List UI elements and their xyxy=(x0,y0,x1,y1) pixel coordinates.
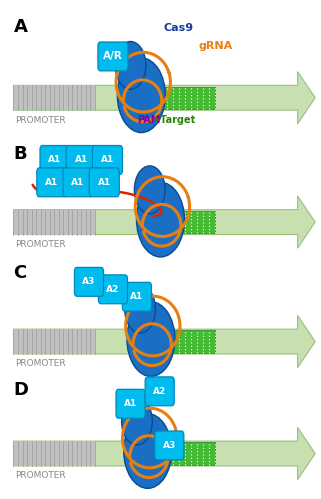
FancyBboxPatch shape xyxy=(74,267,104,296)
Bar xyxy=(139,441,145,466)
Circle shape xyxy=(115,41,146,89)
Text: A2: A2 xyxy=(153,387,166,396)
Text: A3: A3 xyxy=(163,441,176,450)
Text: A2: A2 xyxy=(106,285,120,294)
Text: PROMOTER: PROMOTER xyxy=(15,472,66,481)
FancyBboxPatch shape xyxy=(145,377,174,406)
FancyBboxPatch shape xyxy=(92,146,123,174)
Bar xyxy=(139,329,145,354)
Text: A3: A3 xyxy=(82,277,96,286)
FancyBboxPatch shape xyxy=(63,168,93,197)
Bar xyxy=(143,86,215,109)
Bar xyxy=(13,329,95,354)
Text: A1: A1 xyxy=(98,178,111,187)
Text: A/R: A/R xyxy=(103,51,123,61)
Text: Cas9: Cas9 xyxy=(164,22,194,32)
Bar xyxy=(143,211,215,234)
Text: A1: A1 xyxy=(71,178,85,187)
FancyBboxPatch shape xyxy=(98,42,128,71)
Circle shape xyxy=(127,302,175,376)
Bar xyxy=(143,442,215,465)
FancyBboxPatch shape xyxy=(66,146,96,174)
Text: A1: A1 xyxy=(124,399,137,408)
FancyArrow shape xyxy=(13,428,315,480)
FancyArrow shape xyxy=(13,315,315,368)
Circle shape xyxy=(125,285,155,333)
FancyArrow shape xyxy=(13,196,315,249)
FancyBboxPatch shape xyxy=(116,389,145,418)
Text: PROMOTER: PROMOTER xyxy=(15,116,66,125)
Text: A1: A1 xyxy=(101,155,114,165)
Text: A1: A1 xyxy=(48,155,62,165)
FancyBboxPatch shape xyxy=(122,282,152,311)
Text: PAM: PAM xyxy=(137,115,160,125)
FancyBboxPatch shape xyxy=(37,168,67,197)
Text: PROMOTER: PROMOTER xyxy=(15,240,66,249)
FancyBboxPatch shape xyxy=(99,275,127,304)
Text: D: D xyxy=(13,381,29,399)
Text: A1: A1 xyxy=(45,178,58,187)
Text: C: C xyxy=(13,264,27,282)
Text: A: A xyxy=(13,18,27,36)
Circle shape xyxy=(136,182,185,257)
Bar xyxy=(139,85,145,110)
Bar xyxy=(139,210,145,235)
Text: A1: A1 xyxy=(74,155,88,165)
Circle shape xyxy=(117,58,165,133)
FancyArrow shape xyxy=(13,71,315,124)
Text: B: B xyxy=(13,145,27,163)
Bar xyxy=(13,210,95,235)
Bar xyxy=(143,330,215,353)
Text: gRNA: gRNA xyxy=(199,41,233,51)
Text: A1: A1 xyxy=(130,292,143,301)
Text: +Target: +Target xyxy=(152,115,195,125)
FancyBboxPatch shape xyxy=(155,431,184,460)
FancyBboxPatch shape xyxy=(40,146,70,174)
FancyBboxPatch shape xyxy=(89,168,119,197)
Circle shape xyxy=(122,397,152,445)
Circle shape xyxy=(134,166,165,214)
Bar xyxy=(13,441,95,466)
Text: PROMOTER: PROMOTER xyxy=(15,359,66,368)
Bar xyxy=(13,85,95,110)
Circle shape xyxy=(124,414,172,489)
